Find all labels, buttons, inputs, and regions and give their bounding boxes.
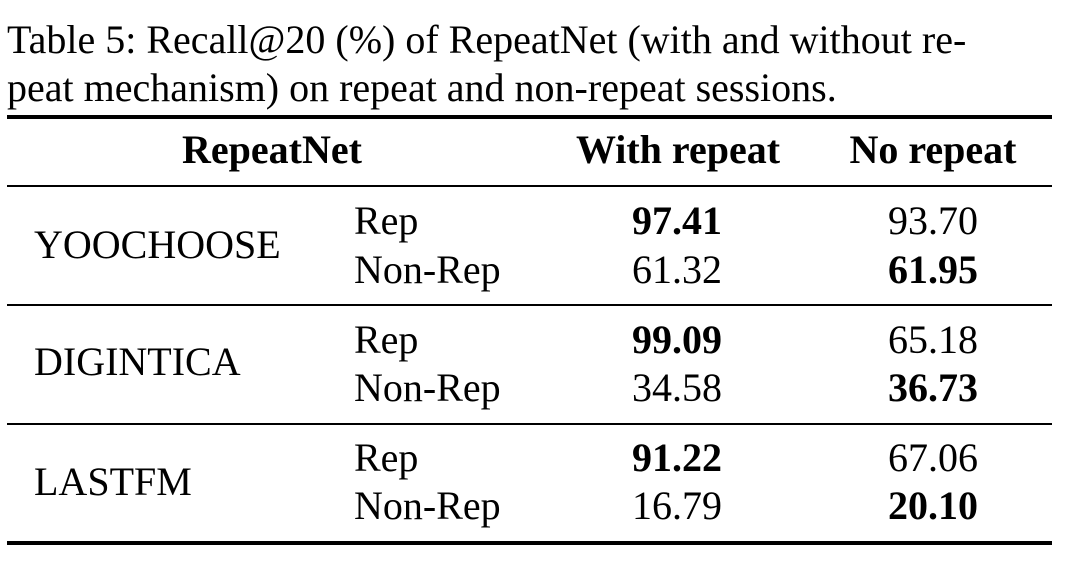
cell: 91.22 bbox=[632, 435, 722, 480]
group-rule bbox=[7, 304, 1052, 306]
caption-line: Table 5: Recall@20 (%) of RepeatNet (wit… bbox=[7, 17, 967, 62]
cell: 34.58 bbox=[632, 365, 722, 410]
cell: 99.09 bbox=[632, 317, 722, 362]
header-cell: No repeat bbox=[849, 127, 1017, 172]
dataset-name: LASTFM bbox=[34, 459, 192, 504]
row-label: Rep bbox=[354, 198, 419, 243]
caption-line: peat mechanism) on repeat and non-repeat… bbox=[7, 65, 837, 110]
dataset-name: DIGINTICA bbox=[34, 339, 241, 384]
row-label: Non-Rep bbox=[354, 247, 501, 292]
cell: 36.73 bbox=[888, 365, 978, 410]
header-cell: RepeatNet bbox=[182, 127, 362, 172]
cell: 97.41 bbox=[632, 198, 722, 243]
cell: 16.79 bbox=[632, 483, 722, 528]
cell: 65.18 bbox=[888, 317, 978, 362]
row-label: Non-Rep bbox=[354, 483, 501, 528]
row-label: Non-Rep bbox=[354, 365, 501, 410]
cell: 93.70 bbox=[888, 198, 978, 243]
header-cell: With repeat bbox=[575, 127, 781, 172]
cell: 61.32 bbox=[632, 247, 722, 292]
row-label: Rep bbox=[354, 317, 419, 362]
top-rule bbox=[7, 115, 1052, 119]
bottom-rule bbox=[7, 541, 1052, 545]
dataset-name: YOOCHOOSE bbox=[34, 222, 281, 267]
cell: 67.06 bbox=[888, 435, 978, 480]
group-rule bbox=[7, 423, 1052, 425]
mid-rule bbox=[7, 185, 1052, 187]
row-label: Rep bbox=[354, 435, 419, 480]
cell: 61.95 bbox=[888, 247, 978, 292]
cell: 20.10 bbox=[888, 483, 978, 528]
